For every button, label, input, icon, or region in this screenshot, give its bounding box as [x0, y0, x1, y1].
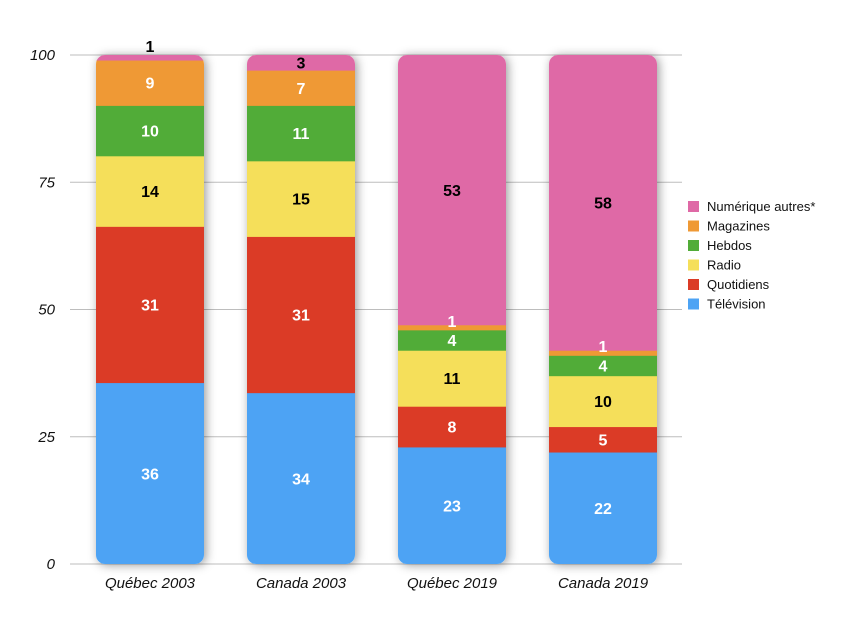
x-axis: Québec 2003 Canada 2003 Québec 2019 Canada … [105, 575, 649, 592]
bar-quebec-2003: 36 31 14 10 9 1 [96, 39, 204, 564]
x-tick-label: Québec 2003 [105, 575, 196, 592]
bar-segment-radio [398, 350, 506, 407]
legend-label: Hebdos [707, 238, 752, 253]
bar-segment-magazines [398, 324, 506, 331]
data-label-television: 22 [594, 501, 612, 518]
legend-item-television: Télévision [688, 297, 766, 312]
data-label-radio: 10 [594, 394, 612, 411]
legend: Numérique autres* Magazines Hebdos Radio Quo… [688, 199, 815, 312]
data-label-numerique-autres: 1 [146, 39, 155, 56]
bar-segment-television [549, 452, 657, 564]
legend-label: Numérique autres* [707, 199, 815, 214]
bar-segment-hebdos [247, 105, 355, 162]
bars: 36 31 14 10 9 1 34 31 15 11 7 3 23 8 11 4 1 53 22 5 10 4 1 58 [96, 39, 657, 564]
legend-swatch [688, 259, 699, 271]
legend-swatch [688, 201, 699, 212]
y-tick-label: 0 [47, 556, 56, 573]
y-tick-label: 75 [38, 174, 55, 191]
bar-canada-2019: 22 5 10 4 1 58 [549, 55, 657, 564]
data-label-magazines: 1 [599, 339, 608, 356]
legend-swatch [688, 279, 699, 290]
bar-segment-quotidiens [549, 426, 657, 453]
bar-canada-2003: 34 31 15 11 7 3 [247, 55, 355, 564]
bar-segment-numerique-autres [549, 55, 657, 351]
legend-label: Télévision [707, 297, 766, 312]
legend-item-radio: Radio [688, 258, 741, 273]
y-tick-label: 100 [30, 47, 56, 64]
data-label-magazines: 7 [297, 81, 306, 98]
legend-label: Magazines [707, 219, 770, 234]
data-label-television: 23 [443, 498, 461, 515]
bar-segments [247, 55, 355, 564]
bar-segment-radio [96, 155, 204, 227]
bar-segment-magazines [549, 350, 657, 356]
x-tick-label: Canada 2019 [558, 575, 649, 592]
x-tick-label: Québec 2019 [407, 575, 498, 592]
bar-segment-quotidiens [398, 406, 506, 448]
x-tick-label: Canada 2003 [256, 575, 347, 592]
data-label-hebdos: 4 [599, 358, 608, 375]
data-label-television: 36 [141, 466, 159, 483]
data-label-quotidiens: 8 [448, 420, 457, 437]
bar-segments [398, 55, 506, 564]
bar-segment-quotidiens [247, 236, 355, 394]
data-label-magazines: 9 [146, 76, 155, 93]
bar-segment-television [96, 382, 204, 564]
bar-segment-television [247, 392, 355, 564]
data-label-hebdos: 10 [141, 124, 159, 141]
bar-segment-hebdos [549, 355, 657, 377]
bar-segments [96, 55, 204, 564]
data-label-radio: 14 [141, 184, 159, 201]
data-label-numerique-autres: 58 [594, 196, 612, 213]
bar-segment-radio [247, 160, 355, 237]
legend-item-hebdos: Hebdos [688, 238, 752, 253]
data-label-magazines: 1 [448, 314, 457, 331]
legend-item-numerique-autres: Numérique autres* [688, 199, 815, 214]
bar-segments [549, 55, 657, 564]
bar-segment-hebdos [96, 105, 204, 157]
data-label-television: 34 [292, 471, 310, 488]
data-label-hebdos: 4 [448, 333, 457, 350]
legend-item-magazines: Magazines [688, 219, 770, 234]
data-label-numerique-autres: 3 [297, 56, 306, 73]
legend-item-quotidiens: Quotidiens [688, 277, 770, 292]
bar-segment-magazines [247, 70, 355, 106]
data-label-numerique-autres: 53 [443, 183, 461, 200]
legend-swatch [688, 240, 699, 251]
bar-segment-radio [549, 375, 657, 428]
legend-swatch [688, 220, 699, 232]
bar-segment-television [398, 446, 506, 564]
bar-segment-numerique-autres [398, 55, 506, 326]
y-tick-label: 25 [37, 429, 55, 446]
bar-segment-numerique-autres [247, 55, 355, 71]
legend-swatch [688, 298, 699, 310]
data-label-hebdos: 11 [293, 126, 310, 143]
y-tick-label: 50 [38, 302, 55, 319]
data-label-radio: 11 [444, 371, 461, 388]
data-label-quotidiens: 31 [292, 308, 310, 325]
y-axis: 0 25 50 75 100 [30, 47, 56, 573]
bar-segment-numerique-autres [96, 55, 204, 61]
bar-segment-quotidiens [96, 226, 204, 384]
bar-segment-hebdos [398, 329, 506, 351]
data-label-quotidiens: 31 [141, 297, 159, 314]
bar-segment-magazines [96, 60, 204, 106]
legend-label: Radio [707, 258, 741, 273]
data-label-radio: 15 [292, 192, 310, 209]
bar-quebec-2019: 23 8 11 4 1 53 [398, 55, 506, 564]
data-label-quotidiens: 5 [599, 432, 608, 449]
legend-label: Quotidiens [707, 277, 770, 292]
